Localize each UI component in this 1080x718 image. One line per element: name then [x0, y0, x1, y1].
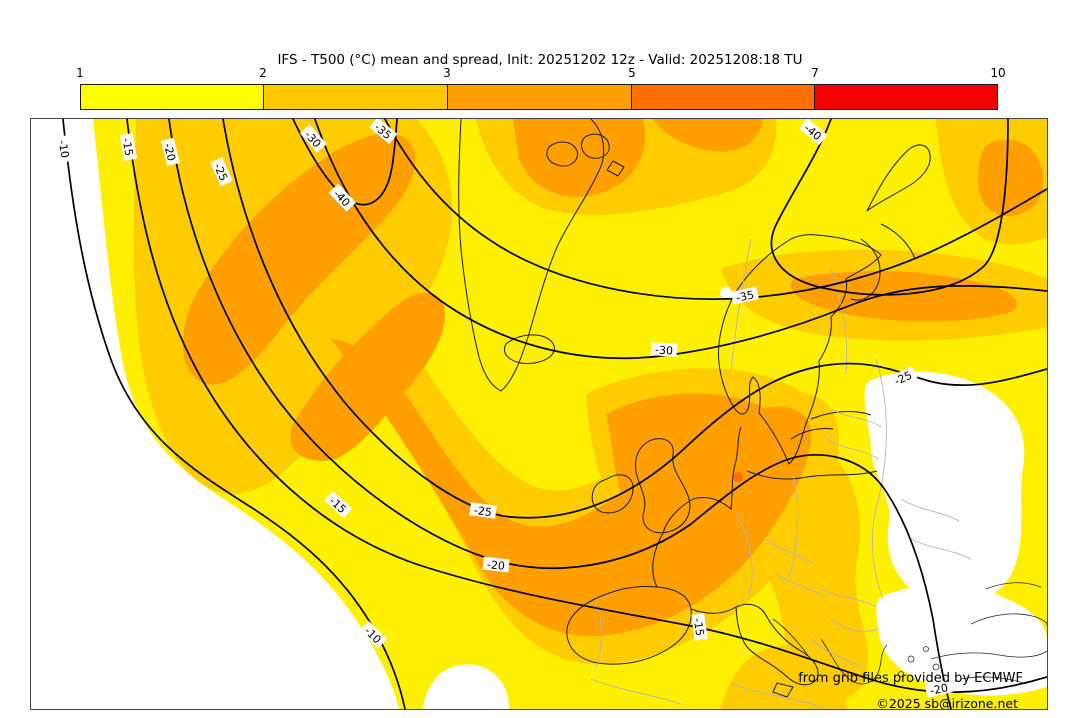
spread-fill-white-regions: [31, 119, 1047, 709]
colorbar-tick-7: 7: [811, 66, 819, 80]
spread-colorbar: [80, 84, 998, 110]
contour-label: -20: [161, 142, 178, 163]
coastline-scandinavia: [718, 234, 882, 465]
colorbar-tick-1: 1: [76, 66, 84, 80]
coastline-denmark: [692, 426, 742, 510]
colorbar-segment-5-7: [631, 85, 815, 109]
coastline-novaya-zemlya: [866, 144, 931, 212]
colorbar-tick-5: 5: [628, 66, 636, 80]
contour-label: -20: [486, 558, 505, 573]
attribution-copyright: ©2025 sb@irizone.net: [876, 696, 1018, 709]
contour-label: -35: [735, 288, 755, 304]
coastline-italy: [735, 603, 819, 686]
contour-minus-30: [314, 119, 1047, 360]
contour-label: -15: [120, 137, 136, 157]
contour-minus-35: [384, 119, 1047, 300]
colorbar-segment-1-2: [81, 85, 263, 109]
coastline-baltic-south: [746, 470, 878, 480]
coastline-great-britain: [635, 438, 691, 534]
contour-label: -15: [691, 617, 706, 637]
country-borders: [590, 238, 972, 708]
contour-label: -30: [655, 343, 674, 357]
chart-title: IFS - T500 (°C) mean and spread, Init: 2…: [277, 52, 803, 68]
colorbar-segment-7-10: [814, 85, 997, 109]
contour-minus-40-west: [292, 119, 398, 206]
contour-label: -20: [929, 681, 949, 697]
coastline-anatolia: [930, 650, 1047, 685]
coastline-adriatic-greece: [772, 618, 888, 685]
contour-minus-25: [222, 119, 1047, 519]
contour-minus-15: [126, 119, 1047, 693]
spread-fill-darkorange-spot: [733, 472, 743, 482]
coastline-svalbard: [546, 133, 625, 177]
coastline-greenland: [458, 119, 605, 392]
contour-label: -25: [473, 504, 493, 519]
coastline-med-france: [690, 606, 737, 614]
attribution-source: from grib files provided by ECMWF: [798, 671, 1023, 686]
colorbar-segment-2-3: [262, 85, 447, 109]
coastline-iceland: [503, 334, 555, 365]
spread-fill-orange-regions: [182, 119, 1044, 637]
colorbar-tick-2: 2: [259, 66, 267, 80]
coastlines: [458, 119, 1047, 698]
coastline-aegean-islands: [898, 646, 940, 677]
contour-minus-40-east: [770, 119, 1009, 296]
coastline-france-biscay: [652, 498, 694, 588]
contour-minus-20: [168, 119, 952, 709]
coastline-black-sea: [970, 582, 1047, 626]
coastline-sicily: [772, 682, 794, 698]
contour-label: -10: [56, 139, 72, 159]
map-panel: -10 -15 -20 -25 -30 -35 -40 -40 -35 -30 …: [30, 118, 1048, 710]
coastline-gulf-of-finland: [790, 411, 872, 440]
colorbar-segment-3-5: [446, 85, 632, 109]
coastline-ireland: [591, 474, 634, 514]
t500-spread-map: -10 -15 -20 -25 -30 -35 -40 -40 -35 -30 …: [31, 119, 1047, 709]
colorbar-tick-10: 10: [990, 66, 1006, 80]
coastline-kola-whitesea: [850, 223, 916, 301]
colorbar-tick-3: 3: [443, 66, 451, 80]
